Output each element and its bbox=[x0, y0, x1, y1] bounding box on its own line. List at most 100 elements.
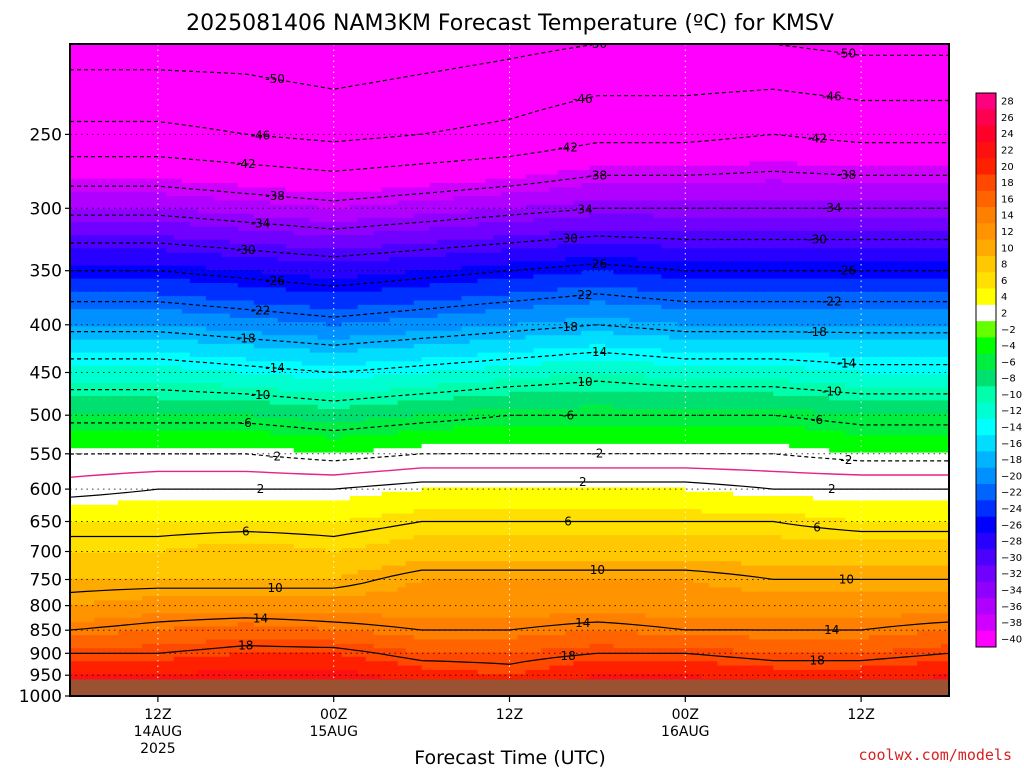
temperature-cell bbox=[589, 44, 598, 49]
temperature-cell bbox=[605, 96, 614, 102]
temperature-cell bbox=[749, 48, 758, 54]
temperature-cell bbox=[133, 57, 143, 62]
temperature-cell bbox=[837, 78, 846, 84]
temperature-cell bbox=[493, 191, 503, 197]
temperature-cell bbox=[597, 70, 606, 76]
temperature-cell bbox=[685, 87, 694, 93]
temperature-cell bbox=[253, 130, 263, 136]
temperature-cell bbox=[885, 96, 894, 102]
temperature-cell bbox=[741, 148, 750, 154]
temperature-cell bbox=[709, 183, 718, 189]
temperature-cell bbox=[621, 157, 630, 162]
temperature-cell bbox=[581, 83, 591, 89]
temperature-cell bbox=[637, 222, 646, 228]
temperature-cell bbox=[245, 239, 255, 245]
temperature-cell bbox=[149, 52, 159, 58]
temperature-cell bbox=[421, 235, 431, 241]
temperature-cell bbox=[197, 178, 207, 184]
temperature-cell bbox=[373, 113, 383, 119]
temperature-cell bbox=[245, 61, 255, 67]
temperature-cell bbox=[70, 104, 79, 110]
temperature-cell bbox=[477, 143, 487, 149]
temperature-cell bbox=[285, 44, 295, 49]
temperature-cell bbox=[709, 109, 718, 115]
temperature-cell bbox=[565, 235, 575, 241]
temperature-cell bbox=[941, 117, 949, 123]
temperature-cell bbox=[725, 65, 734, 71]
temperature-cell bbox=[285, 217, 295, 223]
temperature-cell bbox=[741, 183, 750, 189]
temperature-cell bbox=[781, 196, 790, 202]
temperature-cell bbox=[557, 87, 567, 93]
temperature-cell bbox=[565, 61, 575, 67]
temperature-cell bbox=[565, 65, 575, 71]
temperature-cell bbox=[661, 209, 670, 215]
temperature-cell bbox=[461, 65, 471, 71]
temperature-cell bbox=[925, 74, 934, 80]
temperature-cell bbox=[221, 178, 231, 184]
temperature-cell bbox=[70, 165, 79, 171]
temperature-cell bbox=[109, 239, 119, 245]
temperature-cell bbox=[461, 143, 471, 149]
temperature-cell bbox=[893, 143, 902, 149]
temperature-cell bbox=[181, 44, 191, 49]
temperature-cell bbox=[725, 135, 734, 141]
temperature-cell bbox=[277, 213, 287, 219]
temperature-cell bbox=[221, 57, 231, 62]
temperature-cell bbox=[869, 200, 878, 206]
temperature-cell bbox=[253, 100, 263, 106]
temperature-cell bbox=[133, 48, 143, 54]
temperature-cell bbox=[669, 196, 678, 202]
temperature-cell bbox=[605, 170, 614, 175]
temperature-cell bbox=[805, 178, 814, 184]
temperature-cell bbox=[325, 61, 335, 67]
temperature-cell bbox=[485, 109, 495, 115]
temperature-cell bbox=[421, 196, 431, 202]
temperature-cell bbox=[213, 187, 223, 193]
temperature-cell bbox=[677, 139, 686, 145]
temperature-cell bbox=[925, 209, 934, 215]
temperature-cell bbox=[357, 96, 367, 102]
temperature-cell bbox=[197, 117, 207, 123]
temperature-cell bbox=[565, 217, 575, 223]
temperature-cell bbox=[461, 48, 471, 54]
temperature-cell bbox=[141, 161, 151, 167]
temperature-cell bbox=[213, 65, 223, 71]
temperature-cell bbox=[501, 230, 511, 236]
temperature-cell bbox=[533, 61, 543, 67]
temperature-cell bbox=[853, 222, 862, 228]
temperature-cell bbox=[677, 83, 686, 89]
temperature-cell bbox=[317, 235, 327, 241]
temperature-cell bbox=[885, 65, 894, 71]
temperature-cell bbox=[765, 217, 774, 223]
temperature-cell bbox=[125, 65, 135, 71]
temperature-cell bbox=[813, 135, 822, 141]
temperature-cell bbox=[325, 130, 335, 136]
temperature-cell bbox=[845, 57, 854, 62]
temperature-cell bbox=[869, 170, 878, 175]
temperature-cell bbox=[941, 74, 949, 80]
temperature-cell bbox=[765, 91, 774, 97]
temperature-cell bbox=[413, 117, 423, 123]
temperature-cell bbox=[253, 213, 263, 219]
temperature-cell bbox=[765, 135, 774, 141]
temperature-cell bbox=[685, 165, 694, 171]
temperature-cell bbox=[653, 78, 662, 84]
temperature-cell bbox=[77, 117, 87, 123]
temperature-cell bbox=[925, 44, 934, 49]
temperature-cell bbox=[533, 122, 543, 128]
temperature-cell bbox=[581, 187, 591, 193]
temperature-cell bbox=[429, 230, 439, 236]
temperature-cell bbox=[709, 104, 718, 110]
temperature-cell bbox=[141, 117, 151, 123]
temperature-cell bbox=[765, 204, 774, 210]
temperature-cell bbox=[77, 96, 87, 102]
temperature-cell bbox=[837, 152, 846, 158]
temperature-cell bbox=[197, 222, 207, 228]
temperature-cell bbox=[821, 213, 830, 219]
temperature-cell bbox=[629, 126, 638, 132]
temperature-cell bbox=[645, 213, 654, 219]
temperature-cell bbox=[205, 239, 215, 245]
temperature-cell bbox=[653, 191, 662, 197]
temperature-cell bbox=[229, 239, 239, 245]
